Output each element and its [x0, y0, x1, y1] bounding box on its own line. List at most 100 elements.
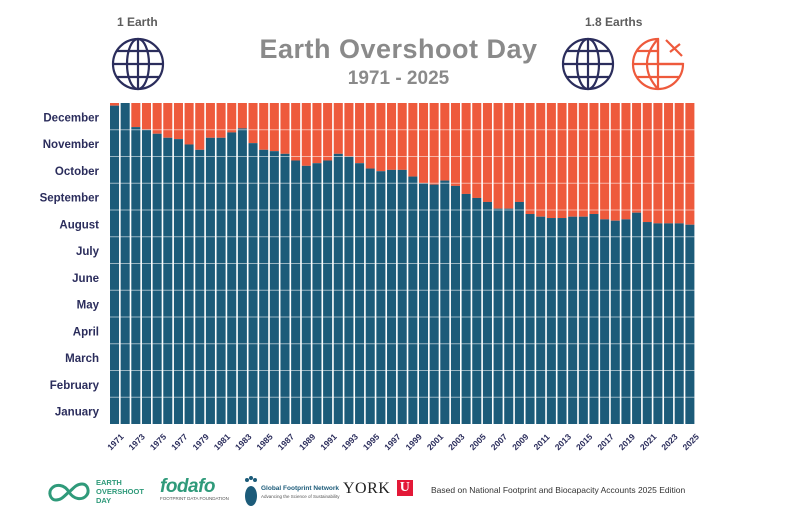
year-label-1977: 1977: [169, 431, 190, 452]
bar-after-overshoot-1982: [227, 103, 237, 133]
bar-before-overshoot-2009: [514, 201, 524, 424]
year-label-1999: 1999: [404, 431, 425, 452]
bar-before-overshoot-1998: [397, 169, 407, 425]
bar-after-overshoot-1978: [184, 103, 194, 145]
month-label-august: August: [59, 219, 99, 231]
bar-after-overshoot-1980: [205, 103, 215, 138]
infinity-icon: [48, 482, 90, 502]
york-university-logo: YORK U: [343, 480, 413, 498]
bar-before-overshoot-1995: [365, 168, 375, 424]
bar-before-overshoot-1971: [110, 105, 120, 425]
fodafo-tagline: FOOTPRINT DATA FOUNDATION: [160, 496, 229, 501]
bar-after-overshoot-2022: [653, 103, 663, 224]
year-label-1987: 1987: [276, 431, 297, 452]
footprint-icon: [245, 476, 257, 506]
bar-before-overshoot-2013: [557, 218, 567, 424]
bar-before-overshoot-1980: [205, 137, 215, 424]
bar-after-overshoot-1971: [110, 103, 120, 106]
bar-after-overshoot-2019: [621, 103, 631, 220]
bar-after-overshoot-2023: [664, 103, 674, 224]
bar-before-overshoot-2024: [674, 223, 684, 425]
bar-before-overshoot-1992: [333, 153, 343, 424]
year-label-2001: 2001: [425, 431, 446, 452]
month-label-october: October: [55, 166, 100, 178]
bar-before-overshoot-1977: [173, 139, 183, 425]
year-label-1975: 1975: [148, 431, 169, 452]
bar-after-overshoot-2013: [557, 103, 567, 219]
bar-before-overshoot-2022: [653, 223, 663, 425]
bar-before-overshoot-1994: [355, 163, 365, 424]
bar-after-overshoot-1979: [195, 103, 205, 150]
bar-before-overshoot-2007: [493, 208, 503, 424]
bar-before-overshoot-1987: [280, 153, 290, 424]
bar-before-overshoot-2010: [525, 214, 535, 424]
bar-after-overshoot-2001: [429, 103, 439, 185]
bar-after-overshoot-1992: [333, 103, 343, 154]
year-label-2011: 2011: [532, 432, 552, 452]
bar-before-overshoot-2012: [546, 218, 556, 424]
york-u-mark: U: [396, 480, 413, 496]
bar-before-overshoot-2003: [450, 185, 460, 424]
year-label-1991: 1991: [318, 431, 339, 452]
fodafo-name: fodafo: [160, 476, 216, 497]
bar-after-overshoot-2003: [450, 103, 460, 186]
bar-before-overshoot-2004: [461, 193, 471, 424]
bar-before-overshoot-2017: [600, 219, 610, 424]
data-source-credit: Based on National Footprint and Biocapac…: [431, 485, 686, 495]
month-label-july: July: [76, 246, 100, 258]
bar-after-overshoot-2011: [536, 103, 546, 217]
bar-before-overshoot-1978: [184, 144, 194, 424]
bar-after-overshoot-1987: [280, 103, 290, 154]
bar-after-overshoot-2012: [546, 103, 556, 219]
bar-after-overshoot-1985: [259, 103, 269, 150]
bar-before-overshoot-1991: [323, 160, 333, 424]
year-label-2003: 2003: [446, 431, 467, 452]
month-label-september: September: [40, 193, 100, 205]
bar-after-overshoot-2010: [525, 103, 535, 215]
bar-after-overshoot-1975: [152, 103, 162, 134]
bar-after-overshoot-2014: [568, 103, 578, 217]
month-label-april: April: [73, 326, 99, 338]
bar-before-overshoot-1973: [131, 127, 141, 424]
one-earth-label: 1 Earth: [117, 15, 158, 29]
logo-line-1: EARTH: [96, 478, 122, 487]
bar-before-overshoot-1989: [301, 165, 311, 425]
bar-before-overshoot-1974: [141, 129, 152, 424]
logo-line-2: OVERSHOOT: [96, 487, 144, 496]
year-label-1981: 1981: [212, 431, 233, 452]
bar-before-overshoot-1976: [163, 137, 173, 424]
bar-before-overshoot-2001: [429, 184, 439, 424]
bar-before-overshoot-1986: [269, 151, 279, 424]
bar-before-overshoot-1979: [195, 149, 205, 424]
bar-before-overshoot-2021: [642, 222, 652, 424]
bar-before-overshoot-2016: [589, 214, 599, 424]
logo-line-3: DAY: [96, 496, 112, 505]
bar-after-overshoot-1981: [216, 103, 226, 138]
bar-before-overshoot-2014: [568, 216, 578, 424]
year-label-2019: 2019: [617, 431, 638, 452]
globe-icon-right: [561, 37, 615, 91]
year-label-2015: 2015: [574, 431, 595, 452]
chart-subtitle: 1971 - 2025: [347, 68, 450, 89]
bar-after-overshoot-2000: [418, 103, 429, 184]
bar-after-overshoot-2016: [589, 103, 599, 215]
bar-before-overshoot-2011: [536, 216, 546, 424]
bar-after-overshoot-2015: [578, 103, 588, 217]
global-footprint-network-logo: Global Footprint Network Advancing the S…: [243, 474, 340, 510]
bar-after-overshoot-1994: [355, 103, 365, 164]
bar-before-overshoot-1983: [237, 128, 247, 424]
year-label-1989: 1989: [297, 431, 318, 452]
bar-after-overshoot-1977: [173, 103, 183, 140]
bar-after-overshoot-2004: [461, 103, 471, 194]
month-label-november: November: [43, 139, 100, 151]
year-label-2021: 2021: [638, 431, 659, 452]
year-label-2007: 2007: [489, 431, 510, 452]
earth-overshoot-day-logo: EARTH OVERSHOOT DAY: [44, 476, 154, 510]
bar-after-overshoot-1989: [301, 103, 311, 166]
month-label-december: December: [43, 112, 99, 124]
bar-before-overshoot-2023: [664, 223, 674, 425]
bar-after-overshoot-1990: [312, 103, 322, 164]
year-label-2023: 2023: [659, 431, 680, 452]
bar-before-overshoot-1990: [312, 163, 322, 424]
